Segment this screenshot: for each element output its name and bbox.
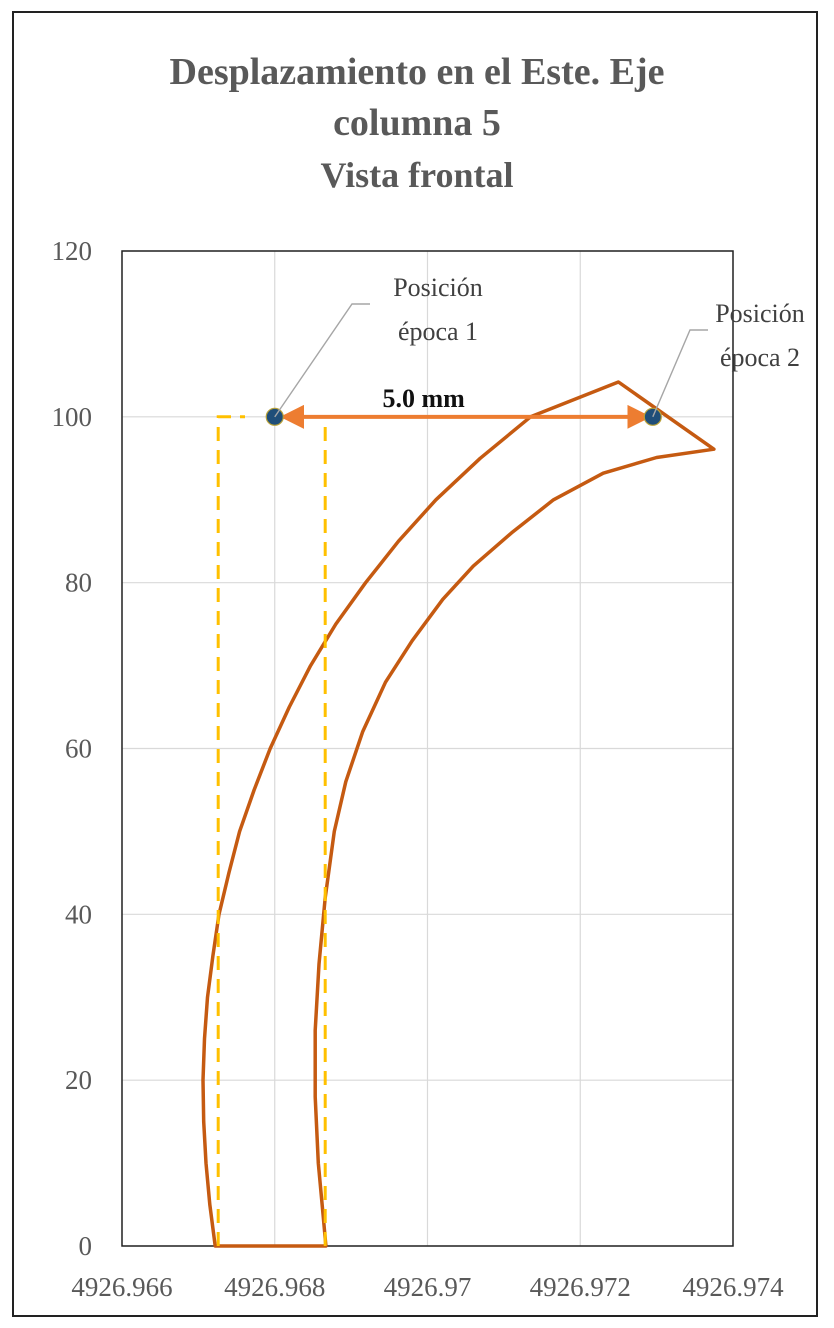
x-tick-label-4: 4926.974	[682, 1272, 784, 1302]
x-tick-label-2: 4926.97	[384, 1272, 472, 1302]
x-tick-label-1: 4926.968	[224, 1272, 325, 1302]
y-tick-label-6: 120	[52, 236, 93, 266]
callout-leader-1	[274, 303, 370, 418]
callout-leader-2	[652, 329, 708, 418]
guide-line-2	[286, 415, 327, 1246]
chart-title-line-1: Desplazamiento en el Este. Eje	[169, 51, 665, 93]
y-tick-label-4: 80	[65, 568, 92, 598]
displacement-label: 5.0 mm	[383, 384, 466, 413]
deformation-curve	[201, 380, 716, 1248]
y-tick-label-5: 100	[52, 402, 93, 432]
callout-label-2-line-2: época 2	[720, 343, 800, 372]
callout-label-1-line-1: Posición	[393, 273, 483, 302]
chart-frame	[12, 11, 818, 1317]
y-tick-label-1: 20	[65, 1065, 92, 1095]
callout-label-1-line-2: época 1	[398, 317, 478, 346]
y-tick-label-2: 40	[65, 899, 92, 929]
x-tick-label-0: 4926.966	[71, 1272, 172, 1302]
callout-label-2-line-1: Posición	[715, 299, 805, 328]
guide-line-1	[216, 415, 245, 1246]
plot-area-border	[121, 250, 734, 1247]
y-tick-label-0: 0	[79, 1231, 93, 1261]
y-tick-label-3: 60	[65, 734, 92, 764]
chart-subtitle: Vista frontal	[320, 155, 514, 195]
chart-title-line-2: columna 5	[333, 102, 501, 144]
x-tick-label-3: 4926.972	[530, 1272, 631, 1302]
